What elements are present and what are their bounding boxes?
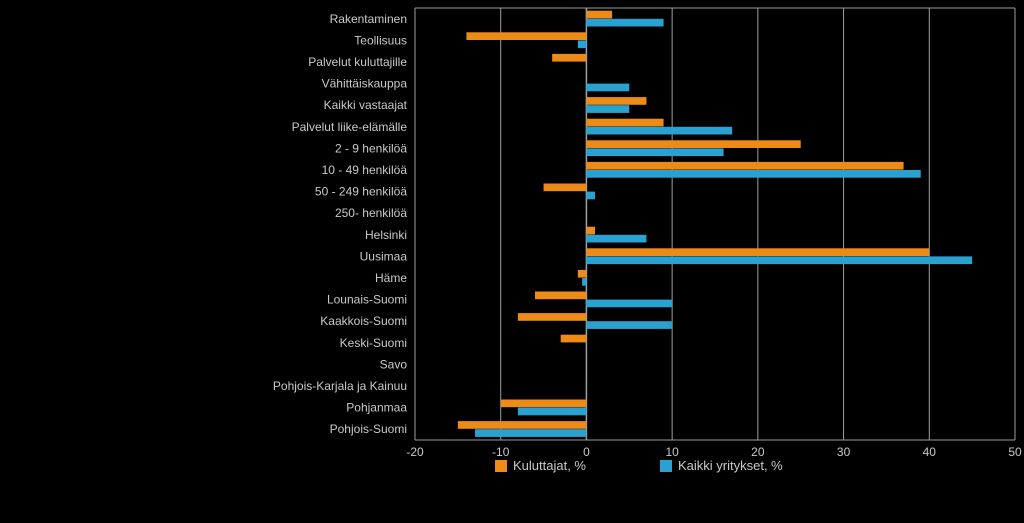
- category-label: Lounais-Suomi: [327, 293, 407, 307]
- category-label: Rakentaminen: [330, 12, 407, 26]
- bar: [586, 19, 663, 27]
- bar: [501, 400, 587, 408]
- category-label: Helsinki: [365, 228, 407, 242]
- bar: [544, 184, 587, 192]
- category-label: Savo: [380, 357, 408, 371]
- bar: [586, 105, 629, 113]
- bar: [586, 192, 595, 200]
- bar: [582, 278, 586, 286]
- bar: [458, 421, 587, 429]
- x-tick-label: 0: [583, 445, 590, 459]
- legend-label: Kuluttajat, %: [513, 458, 586, 473]
- bar: [578, 40, 587, 48]
- bar: [578, 270, 587, 278]
- legend-label: Kaikki yritykset, %: [678, 458, 783, 473]
- bar: [586, 127, 732, 135]
- category-label: Vähittäiskauppa: [322, 77, 408, 91]
- x-tick-label: 20: [751, 445, 765, 459]
- category-label: Pohjois-Karjala ja Kainuu: [273, 379, 407, 393]
- x-tick-label: 10: [665, 445, 679, 459]
- bar: [466, 32, 586, 40]
- x-tick-label: 50: [1008, 445, 1022, 459]
- bar: [586, 11, 612, 19]
- category-label: 250- henkilöä: [335, 206, 407, 220]
- bar: [586, 256, 972, 264]
- bar: [586, 227, 595, 235]
- bar: [586, 235, 646, 243]
- category-label: Häme: [375, 271, 407, 285]
- category-label: 2 - 9 henkilöä: [335, 141, 407, 155]
- category-label: Pohjois-Suomi: [330, 422, 407, 436]
- bar: [586, 84, 629, 92]
- bar: [586, 170, 920, 178]
- bar: [586, 321, 672, 329]
- category-label: 10 - 49 henkilöä: [322, 163, 408, 177]
- x-tick-label: 40: [923, 445, 937, 459]
- category-label: Kaakkois-Suomi: [320, 314, 407, 328]
- category-label: Keski-Suomi: [340, 336, 407, 350]
- bar: [586, 97, 646, 105]
- category-label: Kaikki vastaajat: [324, 98, 408, 112]
- x-tick-label: -10: [492, 445, 510, 459]
- legend-swatch: [495, 460, 507, 472]
- bar: [586, 248, 929, 256]
- bar: [586, 140, 800, 148]
- bar: [586, 300, 672, 308]
- bar: [535, 292, 586, 300]
- category-label: Uusimaa: [360, 249, 408, 263]
- category-label: Palvelut kuluttajille: [308, 55, 407, 69]
- x-tick-label: 30: [837, 445, 851, 459]
- bar: [561, 335, 587, 343]
- bar: [586, 119, 663, 127]
- bar: [518, 313, 587, 321]
- bar: [552, 54, 586, 62]
- bar: [518, 408, 587, 416]
- legend-swatch: [660, 460, 672, 472]
- category-label: 50 - 249 henkilöä: [315, 185, 407, 199]
- category-label: Palvelut liike-elämälle: [292, 120, 408, 134]
- category-label: Pohjanmaa: [346, 401, 407, 415]
- category-label: Teollisuus: [354, 33, 407, 47]
- bar: [475, 429, 586, 437]
- x-tick-label: -20: [406, 445, 424, 459]
- bar: [586, 162, 903, 170]
- horizontal-bar-chart: -20 -10 0 10 20 30 40 50 Rakentaminen Teollisuus P…: [0, 0, 1024, 523]
- bar: [586, 148, 723, 156]
